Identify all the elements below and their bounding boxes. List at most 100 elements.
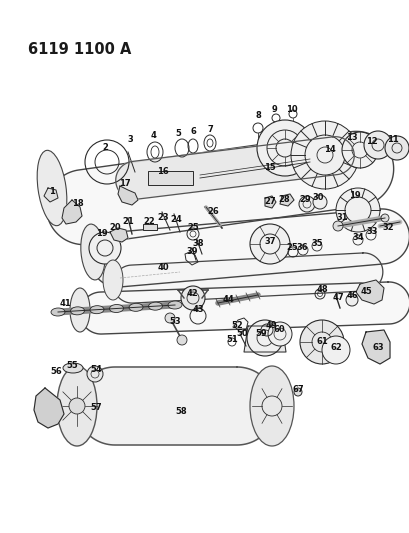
Text: 33: 33: [365, 227, 377, 236]
Polygon shape: [118, 186, 138, 205]
Text: 25: 25: [187, 223, 198, 232]
Text: 30: 30: [312, 193, 323, 203]
Ellipse shape: [267, 322, 291, 346]
Text: 5: 5: [175, 128, 180, 138]
Ellipse shape: [298, 196, 314, 212]
Text: 47: 47: [331, 293, 343, 302]
Ellipse shape: [70, 288, 90, 332]
FancyBboxPatch shape: [148, 171, 193, 185]
Text: 14: 14: [324, 146, 335, 155]
Ellipse shape: [177, 335, 187, 345]
Text: 22: 22: [143, 217, 155, 227]
Ellipse shape: [63, 363, 83, 373]
Text: 51: 51: [226, 335, 237, 344]
Text: 61: 61: [315, 337, 327, 346]
Text: 56: 56: [50, 367, 62, 376]
Text: 31: 31: [335, 214, 347, 222]
Text: 12: 12: [365, 136, 377, 146]
Text: 53: 53: [169, 318, 180, 327]
Text: 19: 19: [348, 191, 360, 200]
Polygon shape: [34, 388, 64, 428]
Text: 20: 20: [109, 223, 121, 232]
Text: 44: 44: [222, 295, 233, 304]
Ellipse shape: [90, 305, 104, 314]
Text: 41: 41: [59, 300, 71, 309]
Ellipse shape: [109, 304, 123, 312]
Ellipse shape: [246, 320, 282, 356]
Polygon shape: [46, 131, 393, 245]
Text: 21: 21: [122, 217, 134, 227]
Text: 9: 9: [272, 106, 277, 115]
Text: 36: 36: [295, 244, 307, 253]
Text: 40: 40: [157, 263, 169, 272]
Text: 2: 2: [102, 143, 108, 152]
Ellipse shape: [256, 120, 312, 176]
Ellipse shape: [341, 132, 377, 168]
Ellipse shape: [321, 336, 349, 364]
Text: 4: 4: [151, 132, 157, 141]
Polygon shape: [243, 326, 285, 352]
Text: 32: 32: [381, 223, 393, 232]
Polygon shape: [264, 196, 275, 208]
Text: 38: 38: [192, 239, 203, 248]
Ellipse shape: [87, 366, 103, 382]
Ellipse shape: [70, 307, 84, 315]
Polygon shape: [115, 136, 353, 199]
Ellipse shape: [249, 224, 289, 264]
Ellipse shape: [380, 214, 388, 222]
Text: 60: 60: [272, 326, 284, 335]
Text: 15: 15: [263, 164, 275, 173]
Text: 57: 57: [90, 403, 101, 413]
Text: 17: 17: [119, 180, 130, 189]
Ellipse shape: [363, 131, 391, 159]
Ellipse shape: [148, 302, 162, 310]
Text: 45: 45: [359, 287, 371, 296]
Text: 13: 13: [345, 133, 357, 142]
Ellipse shape: [312, 195, 326, 209]
Polygon shape: [110, 228, 128, 242]
Text: 34: 34: [351, 232, 363, 241]
Text: 28: 28: [278, 196, 289, 205]
Ellipse shape: [103, 260, 123, 300]
Polygon shape: [80, 282, 409, 334]
Text: 10: 10: [285, 106, 297, 115]
Text: 37: 37: [264, 238, 275, 246]
Ellipse shape: [384, 136, 408, 160]
Text: 19: 19: [96, 230, 108, 238]
Ellipse shape: [332, 221, 342, 231]
Text: 54: 54: [90, 366, 101, 375]
Text: 29: 29: [299, 196, 310, 205]
Ellipse shape: [164, 313, 175, 323]
Polygon shape: [44, 188, 58, 202]
Text: 23: 23: [157, 214, 169, 222]
Ellipse shape: [81, 224, 105, 280]
Text: 48: 48: [315, 286, 327, 295]
Text: 3: 3: [127, 135, 133, 144]
Polygon shape: [279, 194, 293, 206]
Text: 59: 59: [254, 329, 266, 338]
Text: 27: 27: [263, 198, 275, 206]
Ellipse shape: [345, 294, 357, 306]
Ellipse shape: [51, 308, 65, 316]
Text: 11: 11: [386, 135, 398, 144]
Ellipse shape: [304, 135, 344, 175]
Text: 43: 43: [192, 305, 203, 314]
Polygon shape: [62, 200, 82, 224]
Text: 16: 16: [157, 167, 169, 176]
Text: 58: 58: [175, 408, 187, 416]
Text: 1: 1: [49, 188, 55, 197]
Ellipse shape: [290, 121, 358, 189]
Polygon shape: [113, 253, 382, 303]
Polygon shape: [76, 367, 275, 445]
Ellipse shape: [168, 301, 182, 309]
Polygon shape: [361, 330, 389, 364]
Ellipse shape: [129, 303, 143, 311]
Polygon shape: [90, 209, 409, 287]
Text: 52: 52: [231, 321, 242, 330]
Text: 62: 62: [329, 343, 341, 352]
Polygon shape: [355, 280, 383, 304]
Ellipse shape: [249, 366, 293, 446]
Ellipse shape: [89, 232, 121, 264]
Text: 42: 42: [186, 288, 198, 297]
Ellipse shape: [299, 320, 343, 364]
